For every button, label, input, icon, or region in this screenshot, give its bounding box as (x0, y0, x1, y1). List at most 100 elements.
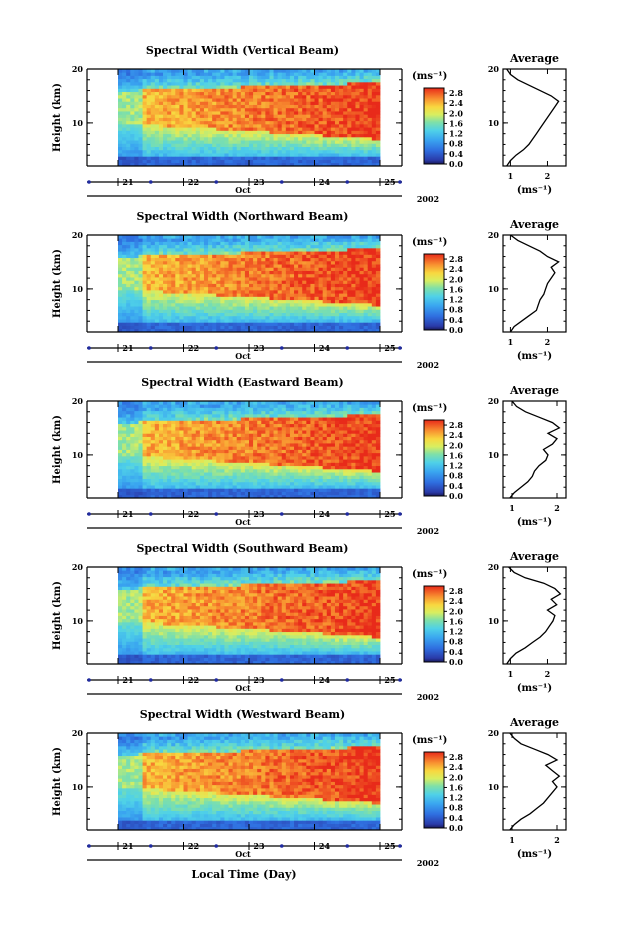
heatmap-cell (158, 289, 164, 294)
heatmap-cell (298, 72, 303, 76)
heatmap-cell (318, 146, 324, 151)
heatmap-cell (314, 235, 319, 239)
heatmap-cell (216, 433, 221, 437)
heatmap-cell (187, 133, 193, 138)
heatmap-cell (163, 289, 168, 294)
heatmap-cell (191, 251, 197, 255)
heatmap-cell (244, 72, 250, 76)
heatmap-cell (228, 117, 234, 122)
heatmap-cell (314, 260, 319, 265)
heatmap-cell (363, 241, 369, 246)
heatmap-cell (351, 306, 356, 310)
heatmap-cell (134, 159, 139, 164)
heatmap-cell (351, 143, 356, 147)
heatmap-cell (208, 462, 213, 467)
heatmap-cell (191, 153, 197, 157)
heatmap-cell (220, 306, 225, 310)
heatmap-cell (191, 277, 197, 281)
heatmap-cell (277, 130, 283, 135)
heatmap-cell (265, 251, 270, 255)
profile-x-tick-label: 2 (545, 171, 551, 181)
heatmap-cell (220, 312, 225, 317)
heatmap-cell (314, 299, 319, 304)
heatmap-cell (175, 420, 180, 425)
heatmap-cell (339, 91, 344, 96)
heatmap-cell (208, 302, 213, 307)
heatmap-cell (126, 107, 131, 112)
heatmap-cell (183, 72, 188, 76)
heatmap-cell (191, 104, 197, 109)
heatmap-cell (334, 264, 340, 268)
heatmap-cell (314, 312, 319, 317)
heatmap-cell (216, 78, 221, 83)
heatmap-cell (326, 254, 332, 259)
heatmap-cell (249, 101, 254, 105)
heatmap-cell (294, 130, 299, 135)
heatmap-cell (285, 264, 291, 268)
heatmap-cell (191, 273, 197, 278)
heatmap-cell (249, 296, 254, 301)
heatmap-cell (334, 156, 340, 160)
heatmap-cell (150, 436, 156, 441)
heatmap-cell (330, 75, 336, 80)
heatmap-cell (347, 123, 352, 128)
heatmap-cell (158, 459, 164, 463)
heatmap-cell (191, 293, 197, 297)
heatmap-cell (126, 146, 131, 151)
heatmap-cell (232, 328, 238, 333)
heatmap-cell (265, 104, 270, 109)
heatmap-cell (212, 423, 217, 428)
heatmap-cell (150, 286, 156, 291)
heatmap-cell (310, 75, 315, 80)
heatmap-cell (154, 319, 160, 323)
heatmap-cell (203, 235, 209, 239)
heatmap-cell (150, 75, 156, 80)
heatmap-cell (142, 478, 148, 483)
heatmap-cell (302, 283, 307, 288)
heatmap-cell (343, 309, 348, 313)
heatmap-cell (273, 140, 279, 144)
heatmap-cell (220, 401, 225, 405)
heatmap-cell (134, 481, 139, 486)
heatmap-cell (142, 251, 148, 255)
heatmap-cell (146, 149, 152, 154)
heatmap-cell (138, 123, 143, 128)
heatmap-cell (208, 293, 213, 297)
heatmap-cell (171, 302, 176, 307)
heatmap-cell (322, 299, 328, 304)
heatmap-cell (253, 247, 258, 252)
heatmap-cell (195, 98, 201, 102)
heatmap-cell (142, 436, 148, 441)
heatmap-cell (277, 94, 283, 99)
heatmap-cell (339, 328, 344, 333)
heatmap-cell (261, 322, 266, 326)
heatmap-cell (163, 72, 168, 76)
heatmap-cell (339, 309, 344, 313)
heatmap-cell (158, 488, 164, 492)
heatmap-cell (240, 280, 246, 284)
heatmap-cell (130, 319, 135, 323)
heatmap-cell (199, 315, 205, 320)
heatmap-cell (302, 273, 307, 278)
heatmap-cell (306, 244, 311, 249)
heatmap-cell (277, 260, 283, 265)
heatmap-cell (261, 120, 266, 125)
heatmap-cell (265, 78, 270, 83)
heatmap-cell (195, 241, 201, 246)
heatmap-cell (257, 69, 262, 73)
heatmap-cell (285, 280, 291, 284)
heatmap-cell (367, 117, 373, 122)
heatmap-cell (343, 101, 348, 105)
heatmap-cell (302, 156, 307, 160)
heatmap-cell (298, 280, 303, 284)
heatmap-cell (347, 104, 352, 109)
heatmap-cell (367, 149, 373, 154)
heatmap-cell (326, 319, 332, 323)
heatmap-cell (363, 149, 369, 154)
heatmap-cell (118, 98, 123, 102)
heatmap-cell (224, 413, 229, 418)
heatmap-cell (171, 455, 176, 460)
heatmap-cell (244, 156, 250, 160)
heatmap-cell (355, 143, 360, 147)
heatmap-cell (265, 254, 270, 259)
